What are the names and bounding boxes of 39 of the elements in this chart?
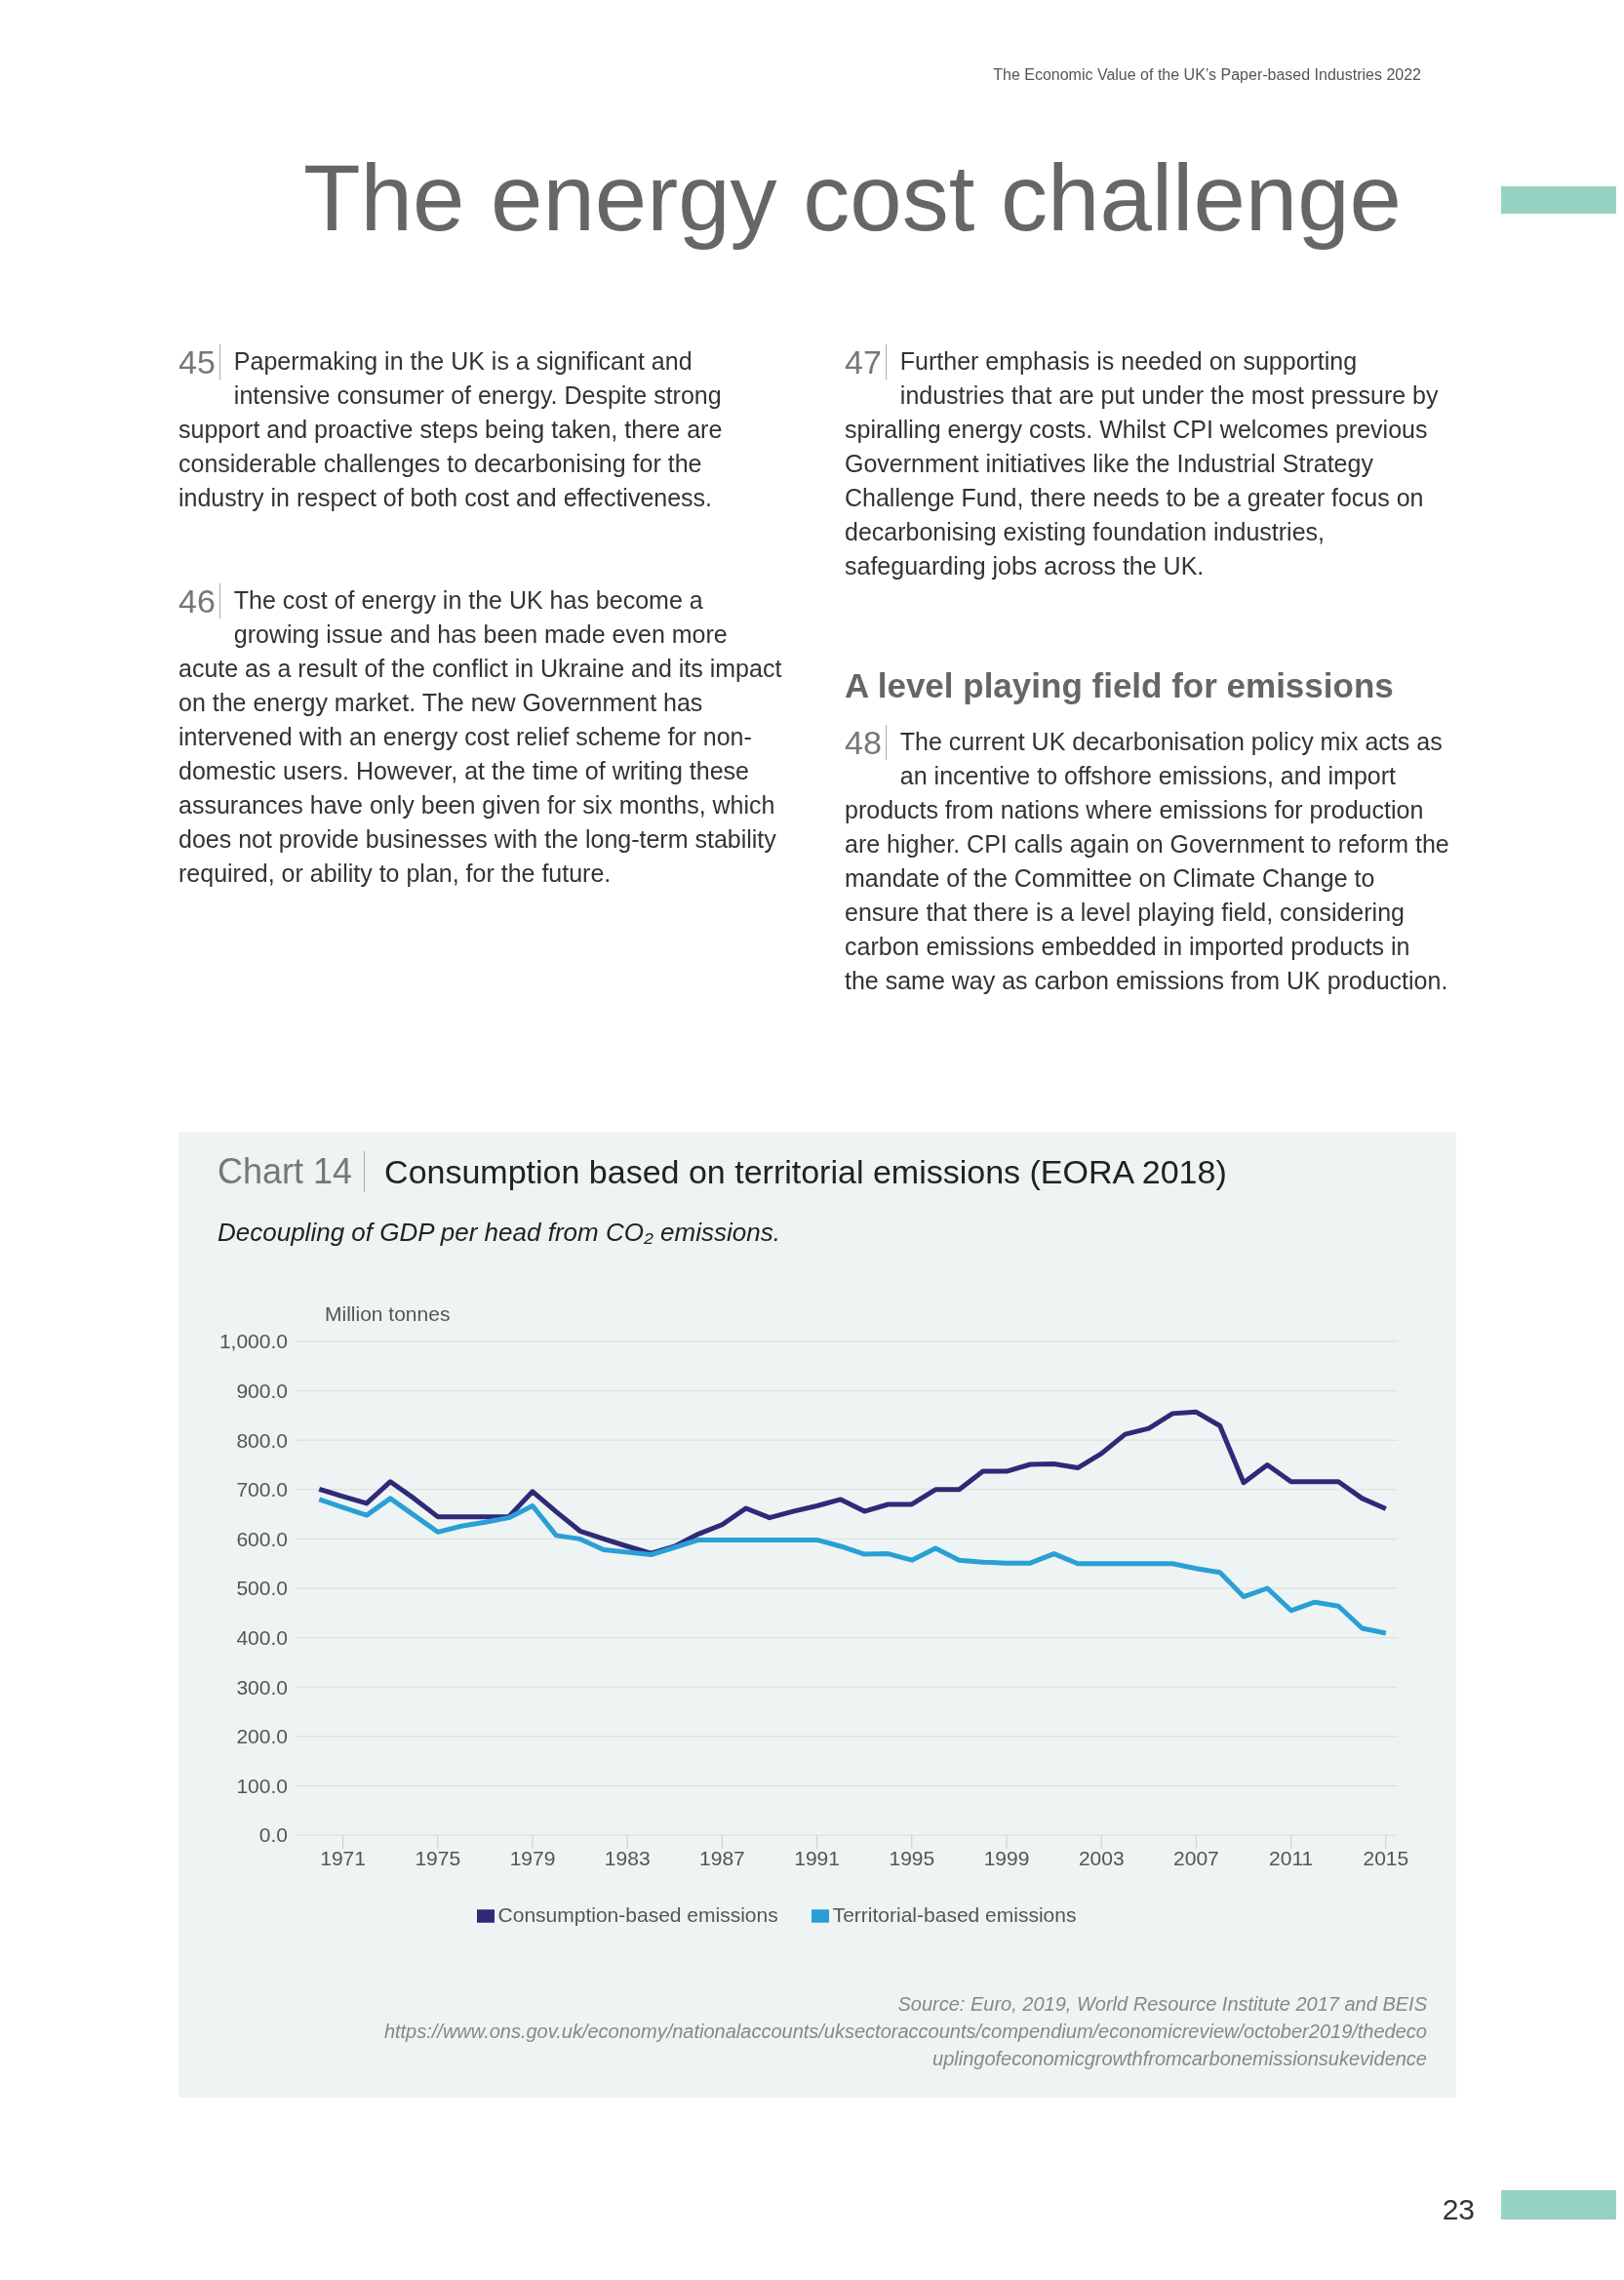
- y-tick-label: 0.0: [258, 1823, 288, 1847]
- x-tick-label: 1975: [415, 1846, 461, 1869]
- x-tick-label: 1983: [604, 1846, 651, 1869]
- y-tick-label: 600.0: [236, 1527, 288, 1550]
- legend-label: Consumption-based emissions: [497, 1903, 778, 1926]
- y-tick-label: 800.0: [236, 1428, 288, 1452]
- x-tick-label: 2003: [1078, 1846, 1125, 1869]
- y-tick-label: 500.0: [236, 1577, 288, 1600]
- y-tick-label: 100.0: [236, 1774, 288, 1797]
- x-tick-label: 2007: [1173, 1846, 1219, 1869]
- x-tick-label: 1979: [509, 1846, 556, 1869]
- chart-title: Consumption based on territorial emissions (EORA 2018): [384, 1152, 1227, 1191]
- x-tick-label: 1991: [794, 1846, 840, 1869]
- y-tick-label: 900.0: [236, 1380, 288, 1403]
- legend-label: Territorial-based emissions: [832, 1903, 1077, 1926]
- text: 46: [178, 582, 220, 620]
- y-tick-label: 300.0: [236, 1675, 288, 1699]
- x-tick-label: 1995: [889, 1846, 935, 1869]
- y-axis-title: Million tonnes: [325, 1302, 451, 1326]
- text: The Economic Value of the UK’s Paper-based Industries 2022: [993, 66, 1421, 84]
- source-note: Source: Euro, 2019, World Resource Institute 2017 and BEIS: [896, 1992, 1427, 2017]
- x-tick-label: 2011: [1269, 1846, 1314, 1869]
- chart-subtitle: Decoupling of GDP per head from CO₂ emissions.: [218, 1218, 780, 1248]
- x-tick-label: 1971: [320, 1846, 366, 1869]
- text: https://www.ons.gov.uk/economy/nationalaccounts/uksectoraccounts/compendium/economicreview/october2019/thedecouplingofeconomicgrowthfromcarbonemissionsukevidence: [382, 2020, 1427, 2071]
- text: 48: [845, 724, 887, 761]
- caption: Chart 14: [218, 1151, 366, 1192]
- text: 47: [845, 343, 887, 380]
- y-tick-label: 1,000.0: [218, 1330, 288, 1353]
- text: 45: [178, 343, 220, 380]
- y-tick-label: 200.0: [236, 1725, 288, 1748]
- text: The energy cost challenge: [302, 144, 1402, 252]
- x-tick-label: 1999: [983, 1846, 1030, 1869]
- text: A level playing field for emissions: [845, 666, 1394, 705]
- x-tick-label: 2015: [1363, 1846, 1409, 1869]
- y-tick-label: 400.0: [236, 1626, 288, 1650]
- y-tick-label: 700.0: [236, 1478, 288, 1501]
- x-tick-label: 1987: [699, 1846, 745, 1869]
- text: 23: [1442, 2193, 1475, 2226]
